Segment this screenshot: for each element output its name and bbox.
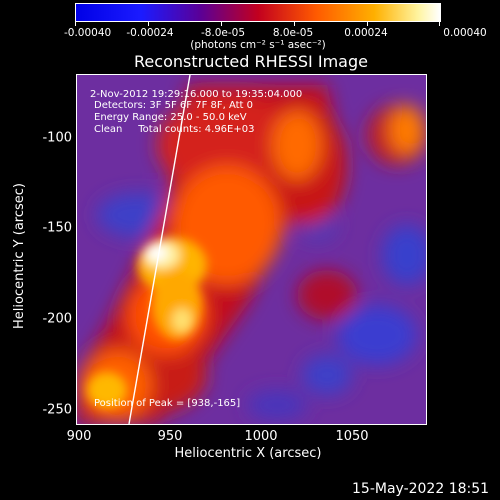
y-axis-label: Heliocentric Y (arcsec): [12, 183, 27, 329]
y-tick-label: -250: [42, 402, 72, 418]
y-tick-label: -200: [42, 311, 72, 327]
colorbar-tick: [221, 21, 222, 26]
x-tick-label: 950: [157, 429, 183, 444]
colorbar-tick-label: 0.00040: [443, 27, 487, 39]
colorbar-tick: [75, 21, 76, 26]
info-peak: Position of Peak = [938,-165]: [94, 398, 241, 409]
image-title: Reconstructed RHESSI Image: [134, 52, 368, 71]
y-tick-label: -150: [42, 220, 72, 236]
colorbar-tick: [294, 21, 295, 26]
info-time-range: 2-Nov-2012 19:29:16.000 to 19:35:04.000: [90, 89, 303, 100]
solar-limb: [128, 75, 191, 424]
colorbar-tick-label: 8.0e-05: [272, 27, 314, 39]
colorbar-units: (photons cm⁻² s⁻¹ asec⁻²): [190, 39, 326, 51]
colorbar-tick: [439, 21, 440, 26]
info-detectors: Detectors: 3F 5F 6F 7F 8F, Att 0: [94, 100, 254, 111]
info-clean: Clean Total counts: 4.96E+03: [94, 124, 255, 135]
colorbar-tick: [148, 21, 149, 26]
x-tick-label: 1000: [244, 429, 278, 444]
timestamp: 15-May-2022 18:51: [352, 481, 490, 497]
x-axis-label: Heliocentric X (arcsec): [174, 446, 322, 461]
y-tick-label: -100: [42, 130, 72, 146]
colorbar: [75, 3, 441, 22]
x-tick-label: 1050: [335, 429, 369, 444]
info-energy: Energy Range: 25.0 - 50.0 keV: [94, 112, 247, 123]
colorbar-tick-label: -0.00040: [64, 27, 112, 39]
rhessi-image: [76, 74, 427, 425]
x-tick-label: 900: [66, 429, 92, 444]
colorbar-tick-label: 0.00024: [344, 27, 388, 39]
image-heatmap: [77, 75, 426, 424]
colorbar-tick: [367, 21, 368, 26]
colorbar-tick-label: -8.0e-05: [200, 27, 246, 39]
colorbar-tick-label: -0.00024: [126, 27, 174, 39]
